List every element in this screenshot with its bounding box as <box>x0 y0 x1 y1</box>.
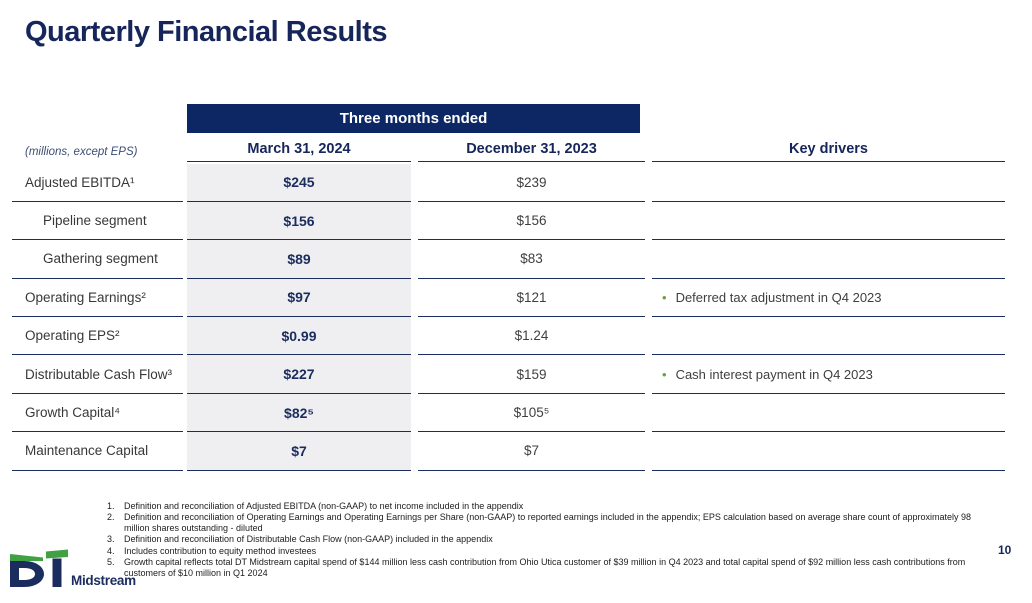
dt-logo-icon <box>10 549 68 587</box>
row-label: Distributable Cash Flow³ <box>12 355 183 394</box>
footnote-text: Definition and reconciliation of Operati… <box>124 512 972 534</box>
column-header-march: March 31, 2024 <box>187 136 411 162</box>
table-banner: Three months ended <box>187 104 640 133</box>
row-label: Operating Earnings² <box>12 279 183 318</box>
table-row: Growth Capital⁴ $82⁵ $105⁵ • <box>0 393 1032 433</box>
key-driver-cell: • Cash interest payment in Q4 2023 <box>652 355 1005 394</box>
footnote-item: 1. Definition and reconciliation of Adju… <box>107 501 992 512</box>
key-driver-cell: • <box>652 432 1005 471</box>
column-header-december: December 31, 2023 <box>418 136 645 162</box>
page-title: Quarterly Financial Results <box>25 16 388 48</box>
march-value: $245 <box>187 163 411 202</box>
march-value: $227 <box>187 355 411 394</box>
table-row: Distributable Cash Flow³ $227 $159 • Cas… <box>0 355 1032 394</box>
table-row: Adjusted EBITDA¹ $245 $239 • <box>0 163 1032 202</box>
march-value: $89 <box>187 240 411 279</box>
march-value: $0.99 <box>187 317 411 356</box>
key-driver-cell: • <box>652 394 1005 433</box>
march-value: $7 <box>187 432 411 471</box>
key-driver-cell: • Deferred tax adjustment in Q4 2023 <box>652 279 1005 318</box>
key-driver-cell: • <box>652 164 1005 202</box>
december-value: $159 <box>418 355 645 394</box>
march-value: $156 <box>187 201 411 241</box>
bullet-icon: • <box>662 289 667 305</box>
table-row: Pipeline segment $156 $156 • <box>0 201 1032 241</box>
december-value: $7 <box>418 432 645 471</box>
march-value: $97 <box>187 278 411 318</box>
key-driver-text: Deferred tax adjustment in Q4 2023 <box>675 289 882 305</box>
table-row: Operating EPS² $0.99 $1.24 • <box>0 317 1032 356</box>
row-label: Growth Capital⁴ <box>12 394 183 433</box>
footnote-item: 4. Includes contribution to equity metho… <box>107 546 992 557</box>
footnote-number: 3. <box>107 534 115 545</box>
footnote-item: 3. Definition and reconciliation of Dist… <box>107 534 992 545</box>
key-driver-cell: • <box>652 317 1005 356</box>
row-label: Adjusted EBITDA¹ <box>12 164 183 202</box>
key-driver-text: Cash interest payment in Q4 2023 <box>675 366 873 382</box>
footnote-item: 5. Growth capital reflects total DT Mids… <box>107 557 992 579</box>
march-value: $82⁵ <box>187 393 411 433</box>
table-row: Gathering segment $89 $83 • <box>0 240 1032 279</box>
dt-midstream-logo: Midstream <box>10 549 136 589</box>
table-banner-label: Three months ended <box>339 110 488 127</box>
december-value: $156 <box>418 202 645 241</box>
december-value: $121 <box>418 279 645 318</box>
financial-table: Adjusted EBITDA¹ $245 $239 • Pipeline se… <box>0 163 1032 471</box>
footnote-text: Includes contribution to equity method i… <box>124 545 317 556</box>
row-label: Maintenance Capital <box>12 432 183 471</box>
footnote-number: 5. <box>107 556 115 567</box>
table-row: Maintenance Capital $7 $7 • <box>0 432 1032 471</box>
row-label: Pipeline segment <box>12 202 183 241</box>
row-label: Gathering segment <box>12 240 183 279</box>
key-driver-cell: • <box>652 240 1005 279</box>
footnote-number: 1. <box>107 501 115 511</box>
footnote-number: 2. <box>107 512 115 523</box>
bullet-icon: • <box>662 366 667 382</box>
footnote-text: Definition and reconciliation of Distrib… <box>124 534 493 545</box>
footnote-item: 2. Definition and reconciliation of Oper… <box>107 512 992 534</box>
footnote-text: Growth capital reflects total DT Midstre… <box>124 556 966 578</box>
december-value: $105⁵ <box>418 394 645 433</box>
unit-note: (millions, except EPS) <box>25 146 138 158</box>
footnotes: 1. Definition and reconciliation of Adju… <box>107 501 992 579</box>
december-value: $83 <box>418 240 645 279</box>
december-value: $239 <box>418 164 645 202</box>
footnote-text: Definition and reconciliation of Adjuste… <box>124 501 524 511</box>
table-row: Operating Earnings² $97 $121 • Deferred … <box>0 278 1032 318</box>
page-number: 10 <box>998 543 1012 557</box>
december-value: $1.24 <box>418 317 645 356</box>
column-header-key-drivers: Key drivers <box>652 136 1005 162</box>
logo-wordmark: Midstream <box>71 573 136 588</box>
footnote-number: 4. <box>107 545 115 556</box>
row-label: Operating EPS² <box>12 317 183 356</box>
key-driver-cell: • <box>652 202 1005 241</box>
